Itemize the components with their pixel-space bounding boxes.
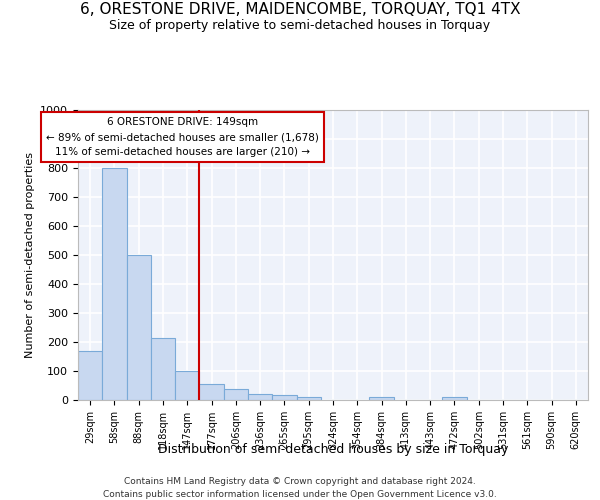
Text: Contains HM Land Registry data © Crown copyright and database right 2024.
Contai: Contains HM Land Registry data © Crown c… — [103, 478, 497, 499]
Bar — [224, 389, 248, 400]
Bar — [296, 396, 321, 400]
Bar — [442, 397, 467, 400]
Bar — [78, 350, 102, 400]
Text: Distribution of semi-detached houses by size in Torquay: Distribution of semi-detached houses by … — [158, 442, 508, 456]
Text: 6 ORESTONE DRIVE: 149sqm
← 89% of semi-detached houses are smaller (1,678)
11% o: 6 ORESTONE DRIVE: 149sqm ← 89% of semi-d… — [46, 117, 319, 157]
Text: 6, ORESTONE DRIVE, MAIDENCOMBE, TORQUAY, TQ1 4TX: 6, ORESTONE DRIVE, MAIDENCOMBE, TORQUAY,… — [80, 2, 520, 18]
Bar — [370, 397, 394, 400]
Bar — [102, 168, 127, 400]
Y-axis label: Number of semi-detached properties: Number of semi-detached properties — [25, 152, 35, 358]
Bar — [127, 255, 151, 400]
Bar — [272, 395, 296, 400]
Bar — [151, 338, 175, 400]
Bar — [199, 384, 224, 400]
Bar — [175, 371, 199, 400]
Bar — [248, 394, 272, 400]
Text: Size of property relative to semi-detached houses in Torquay: Size of property relative to semi-detach… — [109, 19, 491, 32]
